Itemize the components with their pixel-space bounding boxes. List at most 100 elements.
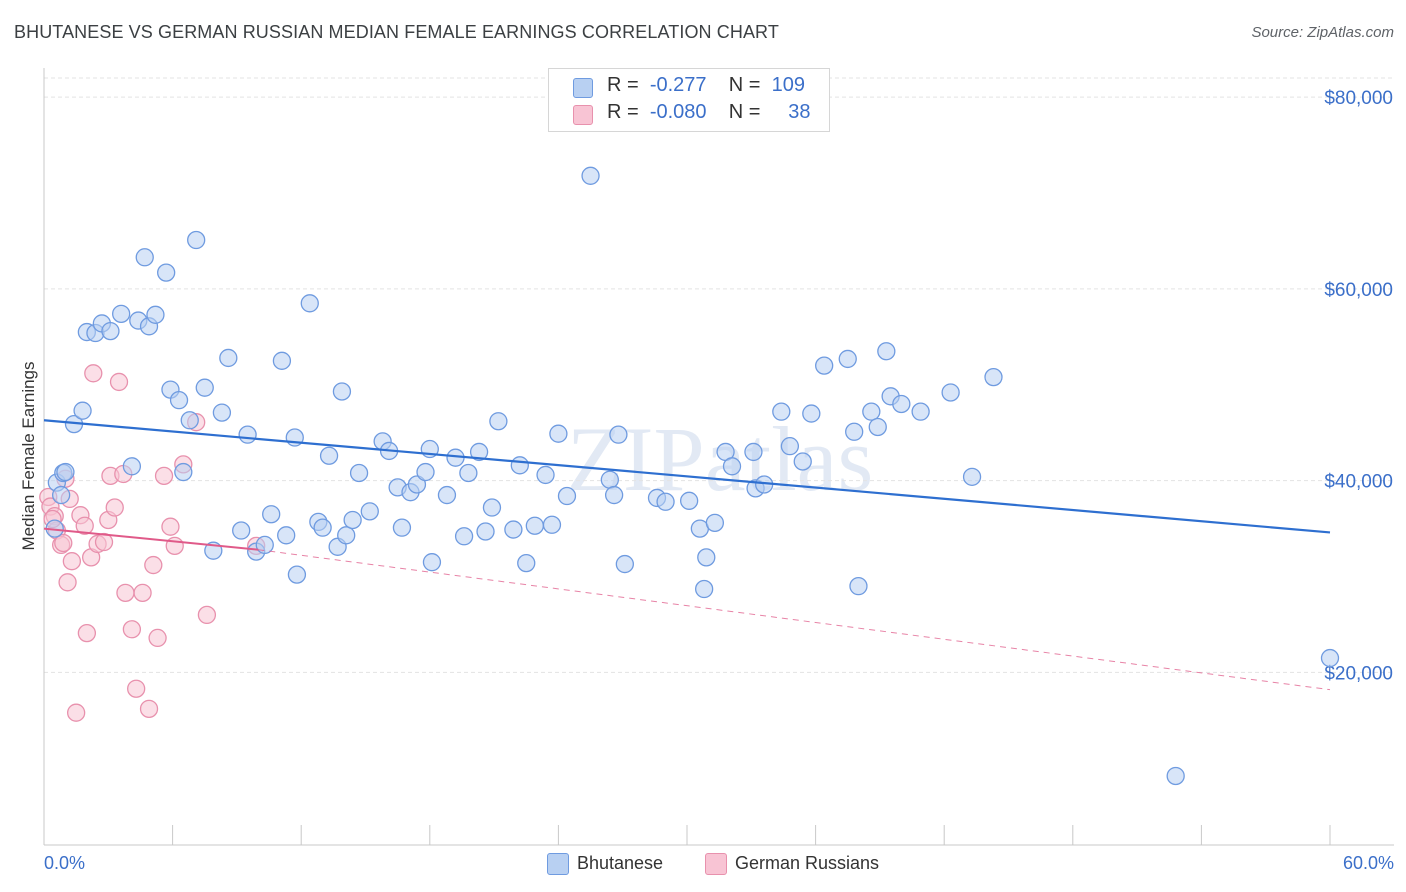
bhutanese-point (459, 463, 478, 483)
german-russians-swatch (573, 105, 593, 125)
bhutanese-point (694, 579, 714, 599)
bhutanese-point (454, 527, 474, 546)
bhutanese-point (962, 467, 982, 486)
y-tick-label: $80,000 (1324, 88, 1393, 109)
bhutanese-point (272, 351, 292, 370)
bhutanese-point (476, 522, 495, 541)
bhutanese-point (780, 437, 800, 456)
bhutanese-point (744, 442, 763, 462)
chart-title: BHUTANESE VS GERMAN RUSSIAN MEDIAN FEMAL… (14, 22, 779, 42)
bhutanese-point (51, 485, 71, 505)
legend-label: German Russians (735, 853, 880, 873)
bhutanese-point (722, 457, 742, 476)
german-russians-point (161, 517, 180, 536)
bhutanese-point (169, 390, 189, 410)
bhutanese-point (187, 230, 206, 250)
bhutanese-point (849, 576, 868, 596)
german-russians-point (58, 573, 77, 592)
trend-lines (43, 419, 1331, 691)
bhutanese-point (862, 402, 881, 421)
bhutanese-point (517, 553, 536, 573)
bhutanese-point (838, 349, 857, 369)
bhutanese-point (219, 348, 238, 368)
bhutanese-point (56, 462, 75, 482)
german-russians-point (116, 583, 135, 602)
bhutanese-point (536, 465, 555, 485)
bhutanese-point (437, 485, 457, 505)
r-label: R = (607, 101, 639, 123)
y-tick-labels: $20,000 $40,000 $60,000 $80,000 (1324, 88, 1393, 684)
bhutanese-point (793, 452, 812, 471)
bhutanese-point (349, 463, 369, 483)
bhutanese-point (911, 402, 930, 421)
bhutanese-point (73, 401, 92, 420)
bhutanese-point (174, 462, 193, 482)
legend-label: Bhutanese (577, 853, 664, 873)
bhutanese-point (313, 518, 332, 537)
german-russians-point (144, 555, 163, 575)
german-russians-swatch (705, 853, 727, 875)
bhutanese-point (300, 294, 319, 313)
bhutanese-point (277, 526, 296, 545)
bhutanese-point (609, 425, 628, 444)
bhutanese-point (195, 378, 214, 397)
bhutanese-point (287, 565, 307, 584)
bhutanese-point (984, 367, 1003, 387)
y-tick-label: $40,000 (1324, 472, 1393, 493)
bhutanese-point (772, 402, 791, 421)
german-russians-point (54, 533, 73, 553)
grid-lines (44, 77, 1394, 673)
bhutanese-point (343, 510, 362, 530)
bhutanese-point (157, 263, 176, 282)
bhutanese-point (392, 518, 412, 537)
bhutanese-point (319, 446, 339, 465)
bhutanese-point (600, 470, 619, 489)
german-russians-point (197, 605, 217, 625)
bhutanese-point (101, 321, 120, 341)
german-russians-point (133, 583, 152, 602)
german-russians-point (154, 466, 174, 486)
bhutanese-point (180, 411, 199, 430)
x-tick-label-max: 60.0% (1343, 853, 1394, 873)
bhutanese-point (416, 462, 435, 482)
german-russians-point (75, 516, 94, 535)
x-tick-label-min: 0.0% (44, 853, 85, 873)
source-label: Source: ZipAtlas.com (1251, 24, 1394, 41)
bhutanese-point (255, 535, 274, 555)
bhutanese-point (802, 404, 821, 423)
bhutanese-point (146, 305, 165, 324)
bhutanese-point (112, 304, 131, 324)
german-russians-point (62, 552, 82, 571)
y-axis-label: Median Female Earnings (19, 362, 38, 551)
n-label: N = (728, 74, 761, 96)
bhutanese-points (45, 166, 1340, 786)
bhutanese-point (407, 475, 427, 494)
bhutanese-point (482, 498, 502, 517)
n-value: 109 (771, 74, 805, 96)
r-label: R = (607, 74, 639, 96)
german-russians-point (105, 498, 124, 517)
german-russians-point (84, 364, 103, 383)
bhutanese-point (469, 442, 489, 462)
n-label: N = (728, 101, 761, 123)
german-russians-point (139, 699, 159, 719)
bhutanese-point (422, 553, 442, 572)
bhutanese-point (615, 554, 634, 574)
y-tick-label: $20,000 (1324, 663, 1393, 684)
german-russians-trend-dashed (258, 549, 1331, 691)
bhutanese-point (557, 486, 577, 506)
bhutanese-point (360, 502, 379, 521)
bhutanese-swatch (573, 78, 593, 98)
n-value: 38 (788, 101, 811, 123)
bhutanese-point (581, 166, 600, 185)
bhutanese-swatch (547, 853, 569, 875)
bhutanese-point (510, 456, 529, 475)
bhutanese-point (542, 515, 562, 534)
bhutanese-point (604, 485, 624, 505)
german-russians-point (148, 628, 167, 648)
bhutanese-point (877, 342, 896, 361)
axes (43, 68, 1394, 846)
y-tick-label: $60,000 (1324, 280, 1393, 301)
bhutanese-point (212, 403, 232, 422)
